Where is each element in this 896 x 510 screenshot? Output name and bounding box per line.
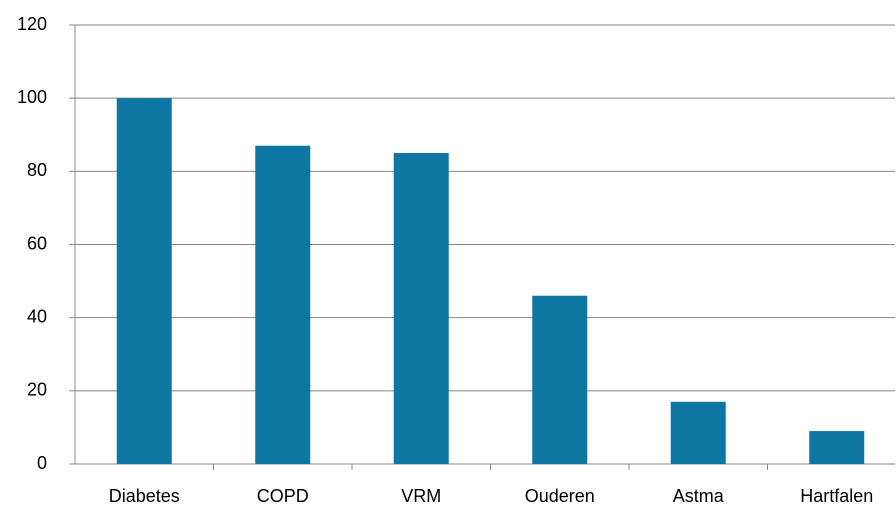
- x-tick-label: Astma: [673, 486, 725, 506]
- x-tick-label: Hartfalen: [800, 486, 873, 506]
- x-tick-label: VRM: [401, 486, 441, 506]
- x-tick-label: COPD: [257, 486, 309, 506]
- bar: [393, 153, 449, 464]
- y-tick-label: 120: [17, 14, 47, 34]
- x-tick-label: Diabetes: [109, 486, 180, 506]
- bar: [116, 98, 172, 465]
- bar: [255, 145, 311, 464]
- x-tick-label: Ouderen: [525, 486, 595, 506]
- bar: [670, 401, 726, 464]
- y-tick-label: 20: [27, 380, 47, 400]
- bar: [809, 431, 865, 464]
- y-tick-label: 80: [27, 160, 47, 180]
- y-tick-label: 100: [17, 87, 47, 107]
- y-tick-label: 0: [37, 453, 47, 473]
- y-tick-label: 40: [27, 306, 47, 326]
- bar: [532, 295, 588, 464]
- y-tick-label: 60: [27, 233, 47, 253]
